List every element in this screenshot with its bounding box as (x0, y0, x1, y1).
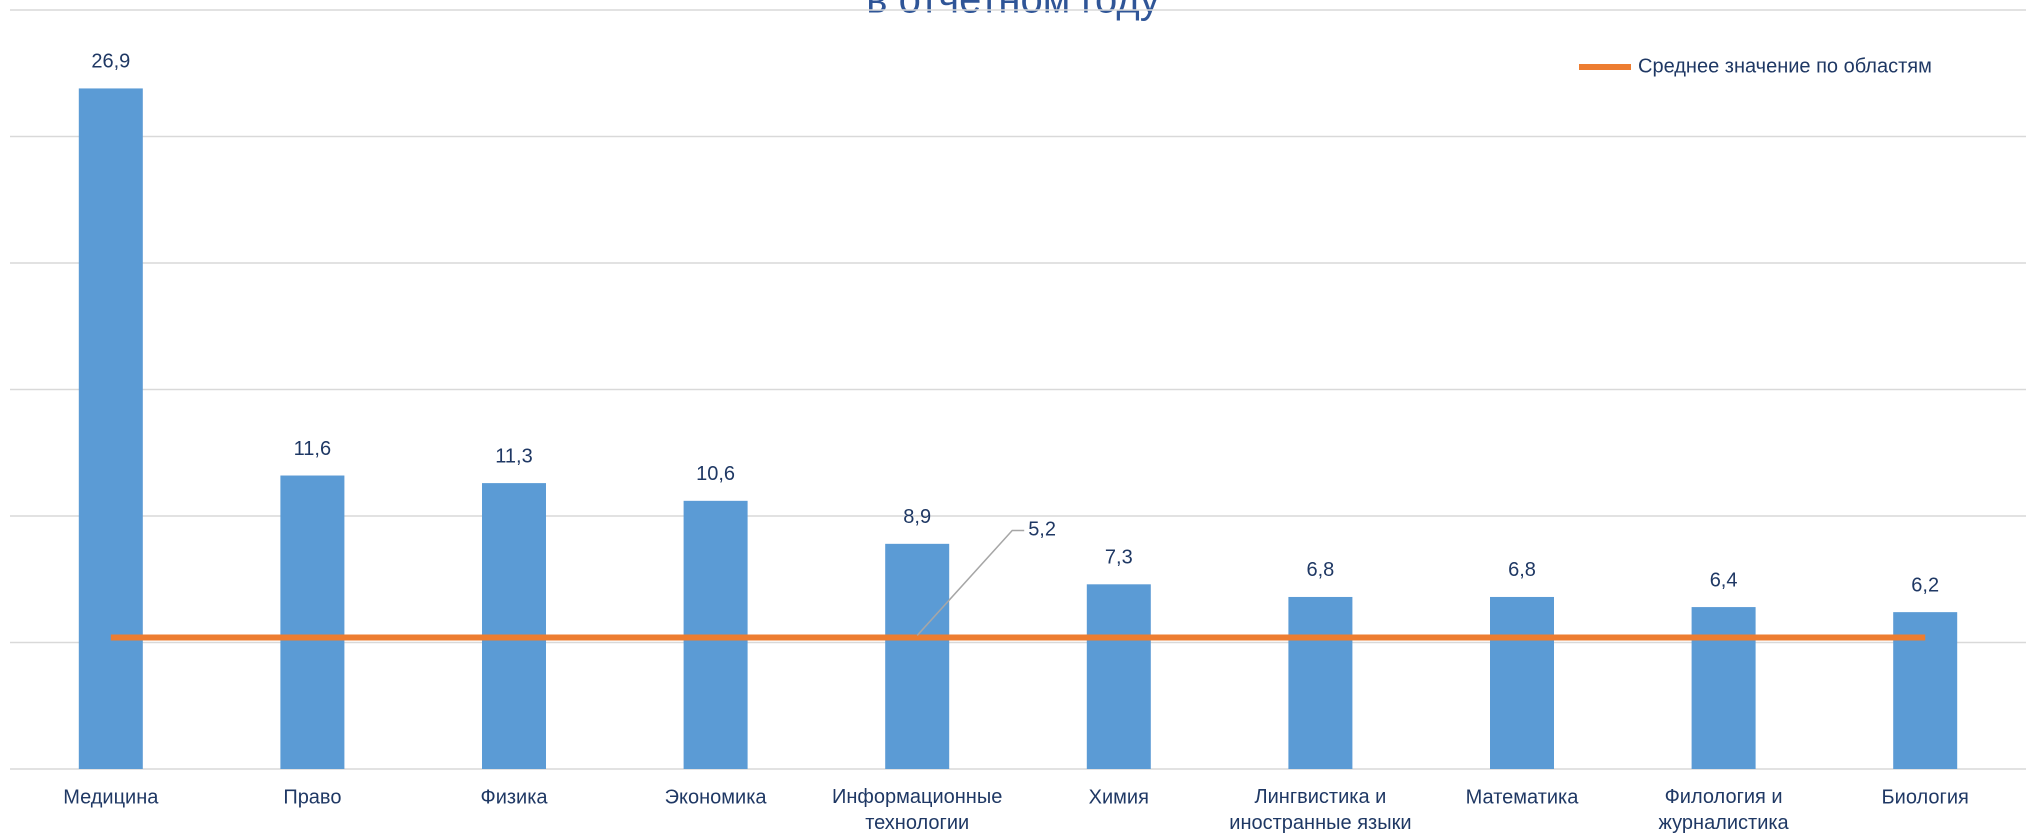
bar (885, 543, 950, 769)
legend-label: Среднее значение по областям (1638, 55, 1932, 77)
bar (1288, 596, 1353, 769)
data-label: 6,8 (1508, 559, 1536, 581)
x-tick-label: Экономика (665, 786, 768, 808)
data-label: 6,2 (1911, 574, 1939, 596)
x-tick-label: Информационные технологии (832, 786, 1002, 834)
x-tick-label: Право (283, 786, 341, 808)
bar (78, 88, 143, 770)
x-tick-label: Биология (1882, 786, 1969, 808)
bar (1691, 607, 1756, 769)
data-label: 11,3 (495, 445, 532, 467)
data-label: 10,6 (696, 463, 735, 485)
data-label: 6,4 (1710, 569, 1738, 591)
average-label: 5,2 (1028, 519, 1056, 541)
bar (280, 475, 345, 769)
x-tick-label: Химия (1089, 786, 1149, 808)
leader-line (916, 529, 1025, 636)
data-label: 8,9 (903, 506, 931, 528)
bar (482, 483, 546, 769)
data-label: 6,8 (1306, 559, 1334, 581)
x-tick-label: Лингвистика и иностранные языки (1229, 786, 1411, 834)
x-tick-label: Физика (480, 786, 548, 808)
bar (1086, 584, 1151, 769)
data-label: 26,9 (91, 51, 130, 73)
x-tick-label: Медицина (63, 786, 159, 808)
chart-title: в отчетном году (866, 0, 1160, 22)
bar (1490, 596, 1554, 769)
x-tick-label: Математика (1466, 786, 1580, 808)
x-tick-label: Филология и журналистика (1659, 786, 1790, 834)
data-label: 11,6 (294, 438, 331, 460)
data-label: 7,3 (1105, 547, 1133, 569)
